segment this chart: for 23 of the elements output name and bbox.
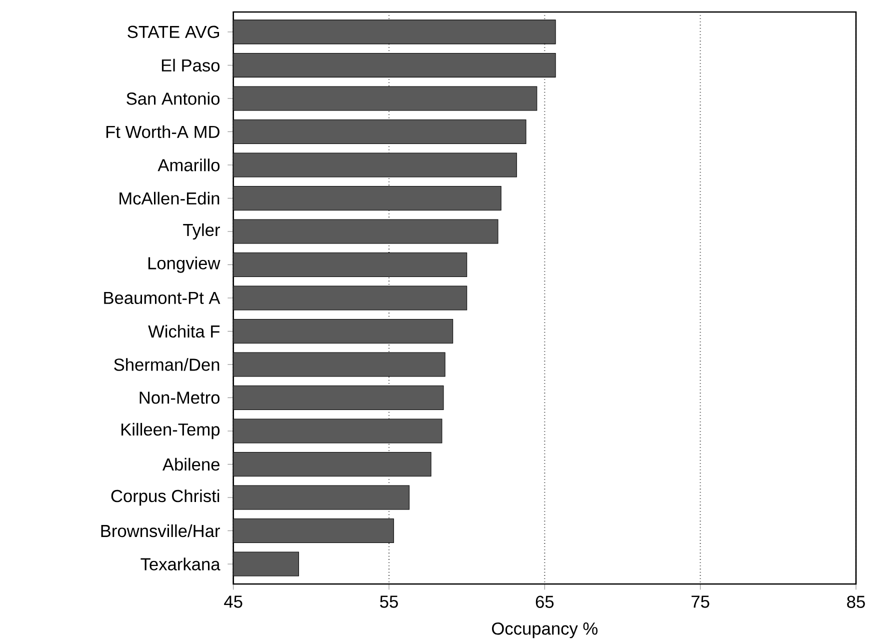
y-tick-label: Texarkana (140, 558, 220, 570)
x-tick-label: 55 (380, 596, 398, 608)
y-tick-label: Beaumont-Pt A (104, 292, 220, 304)
y-tick-label: McAllen-Edin (120, 192, 220, 204)
y-tick-label: Ft Worth-A MD (106, 125, 220, 138)
x-tick-label: 45 (224, 596, 242, 608)
y-tick-label: Tyler (183, 223, 220, 240)
y-tick-label: El Paso (162, 58, 220, 72)
y-tick-label: San Antonio (126, 92, 220, 105)
x-tick-label: 65 (536, 596, 554, 608)
x-axis-title: Occupancy % (492, 622, 598, 638)
y-tick-label: Amarillo (158, 158, 220, 172)
y-tick-label: Brownsville/Har (101, 524, 220, 537)
y-tick-label: Non-Metro (140, 392, 220, 404)
y-tick-label: Sherman/Den (114, 358, 220, 371)
y-tick-label: Longview (148, 256, 220, 273)
y-tick-label: Killeen-Temp (122, 422, 220, 439)
x-tick-label: 85 (847, 596, 865, 608)
y-tick-label: Abilene (162, 458, 220, 470)
x-tick-label: 75 (692, 596, 710, 608)
y-tick-label: Corpus Christi (111, 489, 220, 506)
y-tick-label: STATE AVG (128, 26, 219, 38)
y-tick-label: Wichita F (148, 324, 220, 338)
